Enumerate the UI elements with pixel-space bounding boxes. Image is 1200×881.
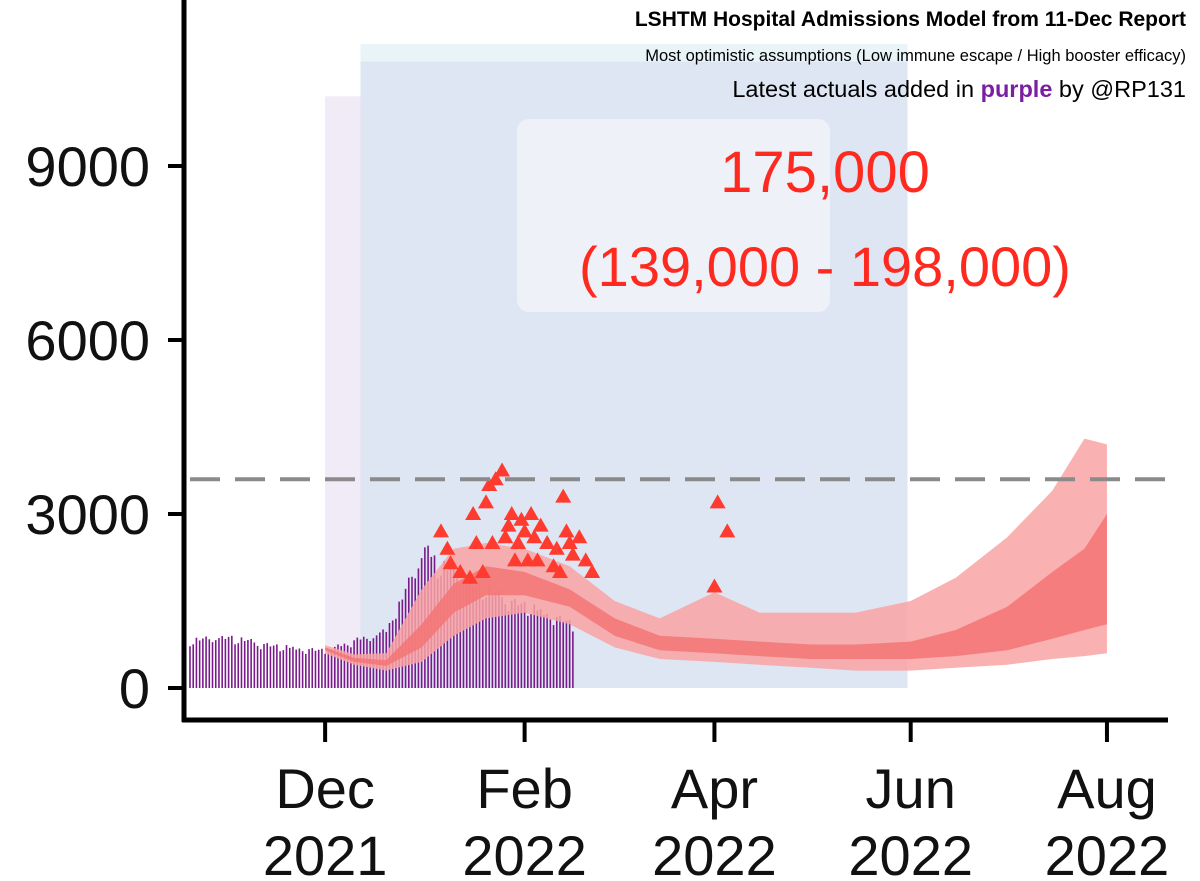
forecast-point [526,529,543,544]
forecast-point [500,517,517,532]
chart-note: Latest actuals added in purple by @RP131 [732,76,1186,102]
y-tick-label: 0 [119,657,150,720]
y-tick-label: 9000 [25,135,150,198]
note-prefix: Latest actuals added in [732,76,980,102]
forecast-point [577,552,594,567]
forecast-point [465,506,482,520]
forecast-point [523,506,540,520]
x-tick-label-month: Aug [1057,757,1157,820]
forecast-point [510,535,527,549]
forecast-point [706,578,723,593]
forecast-point [561,535,578,549]
forecast-point [513,511,530,526]
forecast-point [439,540,456,555]
forecast-points [432,462,736,593]
forecast-point [548,540,565,555]
forecast-point [474,564,491,578]
forecast-point [432,523,449,538]
forecast-point [478,494,494,509]
annotation-range: (139,000 - 198,000) [579,235,1071,298]
forecast-point [503,506,520,520]
note-highlight: purple [981,76,1053,102]
forecast-point [555,488,572,503]
forecast-point [719,523,736,538]
x-tick-label-month: Feb [476,757,573,820]
x-tick-label-month: Dec [275,757,375,820]
forecast-point [584,564,601,578]
note-suffix: by @RP131 [1052,76,1186,102]
chart-subtitle: Most optimistic assumptions (Low immune … [645,47,1186,65]
y-tick-label: 6000 [25,309,150,372]
forecast-point [532,517,549,532]
forecast-point [709,494,726,509]
forecast-point [494,462,511,477]
x-tick-label-year: 2022 [462,824,587,881]
forecast-point [552,564,568,578]
forecast-band-inner [325,514,1107,666]
forecast-point [452,564,469,578]
x-tick-label-year: 2022 [1045,824,1170,881]
forecast-point [484,535,501,549]
x-tick-label-year: 2022 [652,824,777,881]
forecast-band [325,438,1107,671]
forecast-point [564,546,581,561]
forecast-point [487,471,504,486]
forecast-point [461,569,478,584]
forecast-band-outer [325,438,1107,671]
forecast-point [468,535,485,549]
annotation-box [517,119,830,312]
forecast-point [558,523,575,538]
y-tick-label: 3000 [25,483,150,546]
chart-title: LSHTM Hospital Admissions Model from 11-… [635,8,1186,31]
x-tick-label-year: 2021 [263,824,388,881]
x-tick-label-year: 2022 [848,824,973,881]
forecast-point [497,529,514,544]
forecast-point [516,523,533,538]
forecast-point [539,535,556,549]
x-tick-label-month: Jun [866,757,956,820]
x-tick-label-month: Apr [671,757,758,820]
forecast-point [529,552,546,567]
annotation-total: 175,000 [720,140,930,205]
forecast-point [506,552,523,567]
forecast-point [442,555,459,570]
axes: 0300060009000Dec2021Feb2022Apr2022Jun202… [25,0,1169,881]
forecast-point [571,529,588,544]
